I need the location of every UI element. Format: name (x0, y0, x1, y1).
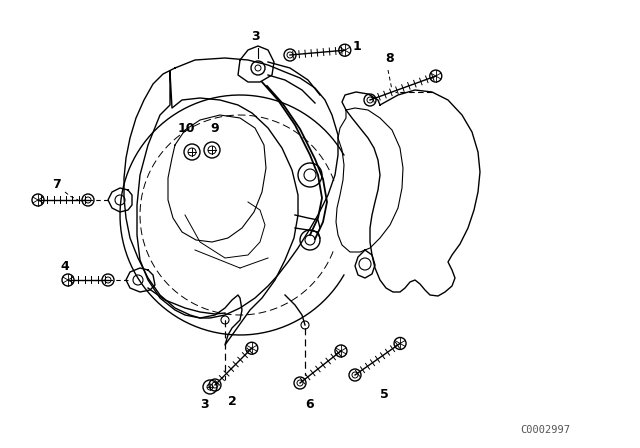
Text: 3: 3 (252, 30, 260, 43)
Text: 6: 6 (305, 398, 314, 411)
Text: C0002997: C0002997 (520, 425, 570, 435)
Text: 8: 8 (385, 52, 394, 65)
Text: 7: 7 (52, 178, 61, 191)
Text: 1: 1 (353, 40, 362, 53)
Text: 2: 2 (228, 395, 237, 408)
Text: 5: 5 (380, 388, 388, 401)
Text: 3: 3 (200, 398, 209, 411)
Text: 10: 10 (178, 122, 195, 135)
Text: 9: 9 (210, 122, 219, 135)
Text: 4: 4 (60, 260, 68, 273)
